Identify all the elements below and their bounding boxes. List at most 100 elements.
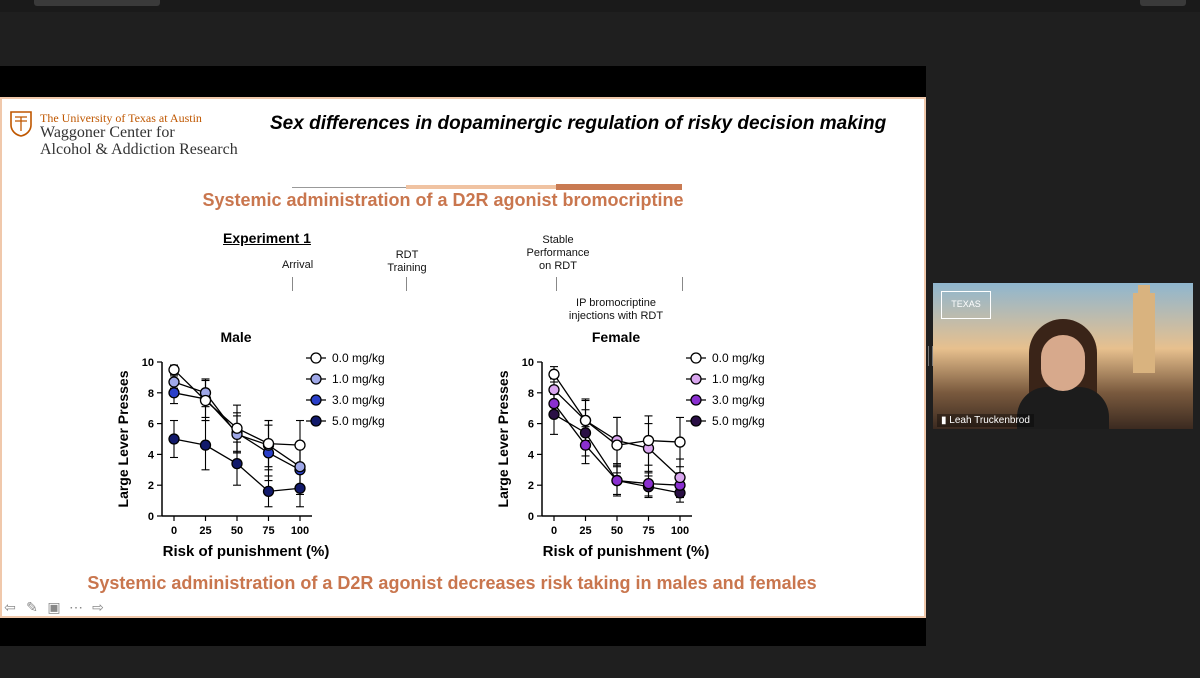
legend-marker	[310, 415, 322, 427]
legend-marker	[690, 415, 702, 427]
slide-title: Sex differences in dopaminergic regulati…	[270, 113, 887, 134]
data-point	[548, 368, 560, 380]
center-name-line2: Alcohol & Addiction Research	[40, 141, 238, 158]
data-point	[611, 474, 623, 487]
data-point	[548, 397, 560, 410]
meeting-top-bar	[0, 0, 1200, 12]
slide-conclusion: Systemic administration of a D2R agonist…	[87, 573, 817, 593]
badge-text: TEXAS	[951, 299, 981, 309]
y-tick-label: 8	[528, 388, 534, 400]
x-axis-label: Risk of punishment (%)	[163, 543, 330, 560]
x-tick-label: 50	[231, 525, 243, 537]
y-tick-label: 4	[148, 449, 155, 461]
window-control[interactable]	[1140, 0, 1186, 6]
legend-label: 5.0 mg/kg	[332, 414, 385, 428]
x-tick-label: 0	[171, 525, 177, 537]
timeline-rdt-line1: RDT	[395, 249, 419, 261]
data-point	[548, 384, 560, 396]
legend-label: 1.0 mg/kg	[712, 372, 765, 386]
y-tick-label: 10	[142, 357, 154, 369]
x-tick-label: 75	[262, 525, 274, 537]
timeline-ip-line1: IP bromocriptine	[576, 297, 656, 309]
data-point	[168, 387, 180, 399]
back-arrow-icon[interactable]: ⇦	[4, 599, 16, 615]
experiment-label: Experiment 1	[223, 230, 311, 246]
x-tick-label: 25	[199, 525, 211, 537]
timeline-ip-line2: injections with RDT	[568, 310, 664, 322]
legend-marker	[690, 352, 702, 364]
y-tick-label: 2	[528, 480, 534, 492]
x-tick-label: 100	[291, 525, 309, 537]
data-point	[294, 439, 306, 451]
legend-marker	[310, 394, 322, 406]
legend-marker	[690, 373, 702, 385]
timeline-rdt-training: RDT Training	[384, 249, 430, 275]
chart-title: Male	[220, 329, 251, 345]
data-point	[579, 439, 592, 451]
timeline-tick	[682, 277, 683, 291]
data-point	[168, 376, 180, 388]
caption-icon[interactable]: ▣	[47, 599, 61, 615]
y-tick-label: 8	[148, 388, 154, 400]
university-name: The University of Texas at Austin	[40, 111, 202, 125]
timeline-arrival: Arrival	[282, 259, 314, 271]
signal-icon: ▮	[941, 415, 947, 426]
timeline-arrival-segment	[292, 187, 406, 188]
legend-label: 3.0 mg/kg	[712, 393, 765, 407]
data-point	[168, 433, 180, 445]
x-tick-label: 25	[579, 525, 591, 537]
timeline-ip: IP bromocriptine injections with RDT	[548, 297, 684, 323]
y-tick-label: 10	[522, 357, 534, 369]
timeline-training-segment	[406, 185, 556, 189]
pen-icon[interactable]: ✎	[26, 599, 38, 615]
window-tab[interactable]	[34, 0, 160, 6]
x-tick-label: 0	[551, 525, 557, 537]
x-tick-label: 75	[642, 525, 654, 537]
data-point	[674, 436, 686, 448]
timeline-rdt-line2: Training	[387, 262, 427, 274]
tower	[1133, 293, 1155, 373]
slide-toolbar: ⇦ ✎ ▣ ⋯ ⇨	[0, 598, 108, 616]
data-point	[262, 437, 275, 450]
y-tick-label: 0	[528, 511, 534, 523]
legend-marker	[310, 373, 322, 385]
more-icon[interactable]: ⋯	[69, 599, 83, 615]
legend-marker	[690, 394, 702, 406]
person-face	[1041, 335, 1085, 391]
y-axis-label: Large Lever Presses	[495, 370, 511, 507]
data-point	[548, 408, 560, 421]
y-tick-label: 6	[528, 419, 534, 431]
data-point	[262, 485, 275, 498]
timeline-stable-line1: Stable	[542, 234, 574, 246]
timeline-tick	[292, 277, 293, 291]
chart-title: Female	[592, 329, 640, 345]
slide-subtitle: Systemic administration of a D2R agonist…	[202, 190, 684, 210]
data-point	[579, 414, 592, 427]
participant-name-label: Leah Truckenbrod	[949, 415, 1030, 426]
ut-logo: The University of Texas at Austin Waggon…	[10, 111, 260, 161]
timeline-stable: Stable Performance on RDT	[522, 234, 594, 273]
timeline-stable-line2: Performance	[526, 247, 590, 259]
x-tick-label: 100	[671, 525, 689, 537]
legend-label: 5.0 mg/kg	[712, 414, 765, 428]
ut-seal-icon	[10, 111, 32, 137]
x-axis-label: Risk of punishment (%)	[543, 543, 710, 560]
protect-texas-badge: TEXAS	[941, 291, 991, 319]
y-tick-label: 4	[528, 449, 535, 461]
panel-splitter[interactable]	[928, 346, 933, 366]
legend-label: 0.0 mg/kg	[332, 351, 385, 365]
tower-top	[1138, 285, 1150, 295]
y-tick-label: 2	[148, 480, 154, 492]
data-point	[294, 461, 306, 473]
forward-arrow-icon[interactable]: ⇨	[92, 599, 104, 615]
timeline-tick	[556, 277, 557, 291]
y-tick-label: 6	[148, 419, 154, 431]
data-point	[199, 394, 212, 407]
data-point	[231, 422, 243, 434]
participant-name: ▮ Leah Truckenbrod	[937, 414, 1034, 427]
x-tick-label: 50	[611, 525, 623, 537]
data-point	[611, 439, 623, 451]
participant-video[interactable]: TEXAS ▮ Leah Truckenbrod	[933, 283, 1193, 429]
